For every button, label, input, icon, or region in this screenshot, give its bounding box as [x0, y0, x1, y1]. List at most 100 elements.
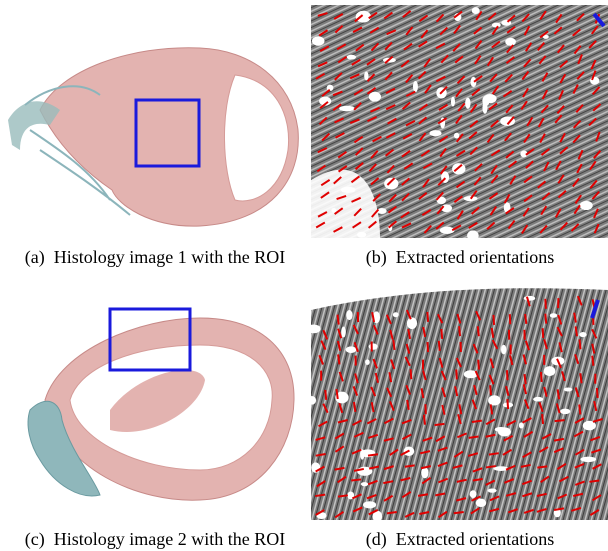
orientation-tick: [338, 495, 348, 496]
orientation-tick: [351, 479, 361, 480]
orientation-tick: [541, 372, 542, 382]
orientation-tick: [393, 340, 394, 350]
tissue-gap: [364, 71, 368, 80]
tissue-gap: [356, 11, 371, 23]
orientation-tick: [472, 421, 482, 422]
tissue-gap: [451, 97, 455, 107]
figure-art: [0, 0, 608, 551]
tissue-gap: [384, 178, 398, 190]
orientation-tick: [597, 388, 598, 398]
orientation-tick: [439, 341, 440, 351]
tissue-gap: [560, 409, 570, 415]
tissue-gap: [413, 81, 418, 92]
orientation-tick: [524, 374, 525, 384]
orientation-tick: [537, 466, 547, 467]
orientation-tick: [543, 328, 544, 338]
tissue-gap: [341, 187, 356, 193]
orientation-tick: [469, 437, 479, 438]
orientation-tick: [580, 373, 581, 383]
tissue-gap: [407, 317, 417, 329]
caption: (a) Histology image 1 with the ROI: [25, 247, 285, 268]
tissue-gap: [580, 201, 593, 210]
tissue-gap: [505, 38, 516, 46]
orientation-tick: [473, 479, 483, 480]
tissue-gap: [470, 490, 477, 498]
tissue-gap: [307, 324, 321, 333]
orientation-tick: [435, 424, 445, 425]
tissue-gap: [476, 499, 487, 507]
tissue-gap: [377, 208, 387, 214]
tissue-gap: [463, 196, 477, 201]
orientation-tick: [427, 312, 428, 322]
orientation-tick: [459, 326, 460, 336]
tissue-gap: [346, 310, 352, 320]
orientation-tick: [405, 465, 415, 466]
tissue-gap: [341, 327, 346, 338]
orientation-tick: [354, 402, 355, 412]
orientation-tick: [427, 342, 428, 352]
tissue-gap: [550, 313, 558, 318]
orientation-tick: [542, 414, 543, 424]
tissue-gap: [524, 296, 536, 301]
orientation-tick: [490, 385, 491, 395]
tissue-gap: [533, 397, 543, 402]
tissue-gap: [369, 343, 378, 349]
caption: (d) Extracted orientations: [366, 529, 554, 550]
orientation-tick: [545, 299, 546, 309]
tissue-gap: [484, 94, 497, 103]
orientation-tick: [336, 389, 337, 399]
tissue-gap: [369, 92, 381, 102]
caption: (b) Extracted orientations: [366, 247, 554, 268]
orientation-tick: [580, 339, 581, 349]
tissue-gap: [365, 359, 370, 364]
tissue-gap: [339, 106, 354, 112]
orientation-tick: [486, 466, 496, 467]
orientation-tick: [387, 512, 397, 513]
tissue-gap: [580, 457, 596, 463]
histology-image-2: [28, 309, 294, 500]
orientation-tick: [441, 329, 442, 339]
orientation-tick: [576, 326, 577, 336]
tissue-gap: [361, 482, 368, 486]
orientation-tick: [507, 399, 508, 409]
orientation-tick: [411, 369, 412, 379]
orientation-tick: [424, 415, 425, 425]
tissue-gap: [308, 396, 316, 405]
tissue-gap: [452, 163, 465, 174]
tissue-gap: [331, 208, 336, 213]
tissue-gap: [492, 23, 501, 28]
tissue-gap: [495, 427, 507, 432]
orientation-tick: [478, 360, 479, 370]
caption: (c) Histology image 2 with the ROI: [25, 529, 285, 550]
tissue-gap: [312, 36, 324, 46]
orientation-tick: [338, 354, 339, 364]
orientation-image-1: [311, 5, 608, 241]
tissue-gap: [363, 501, 376, 508]
figure: (a) Histology image 1 with the ROI (b) E…: [0, 0, 608, 551]
tissue-gap: [488, 489, 497, 493]
tissue-gap: [579, 332, 586, 337]
tissue-gap: [482, 102, 487, 114]
tissue-gap: [488, 395, 501, 405]
orientation-tick: [558, 389, 559, 399]
tissue-gap: [393, 312, 399, 317]
orientation-tick: [525, 314, 526, 324]
orientation-tick: [325, 390, 326, 400]
tissue-gap: [347, 55, 356, 60]
histology-image-1: [8, 48, 298, 226]
tissue-gap: [501, 345, 506, 355]
tissue-gap: [454, 133, 459, 139]
orientation-tick: [589, 481, 599, 482]
tissue-gap: [564, 387, 573, 391]
orientation-tick: [545, 314, 546, 324]
orientation-tick: [315, 495, 325, 496]
orientation-tick: [338, 315, 339, 325]
tissue-gap: [465, 98, 470, 109]
tissue-gap: [471, 77, 477, 87]
tissue-gap: [429, 130, 441, 136]
orientation-tick: [592, 356, 593, 366]
tissue-gap: [467, 230, 479, 241]
orientation-tick: [454, 512, 464, 513]
tissue-gap: [544, 366, 556, 376]
orientation-tick: [579, 405, 580, 415]
